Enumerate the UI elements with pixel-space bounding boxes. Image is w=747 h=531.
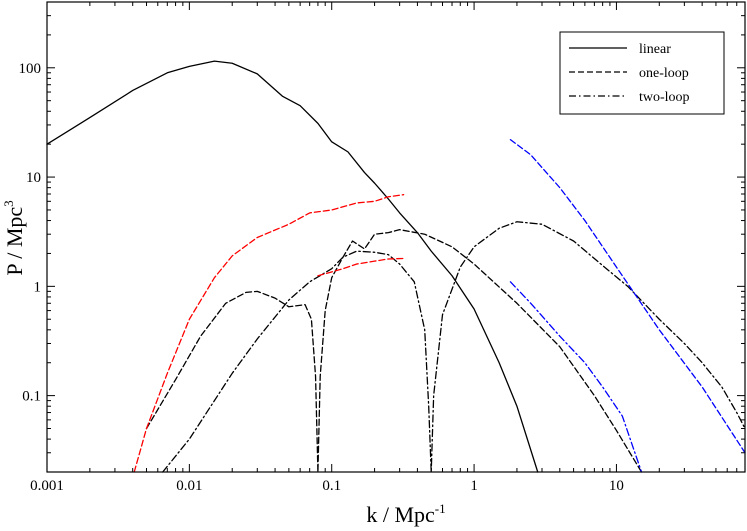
series-linear — [46, 60, 539, 473]
tick-labels-layer: 0.001 0.01 0.1 1 10 0.1 1 10 100 — [19, 61, 624, 494]
series-two-loop-mpc-scale- — [162, 221, 746, 473]
series-one-loop-mpc-scale- — [145, 229, 643, 473]
x-tick-label: 0.1 — [322, 478, 341, 494]
legend-label-one-loop: one-loop — [639, 66, 689, 81]
x-tick-label: 0.001 — [30, 478, 64, 494]
series-one-loop-red-high — [317, 257, 405, 277]
x-tick-label: 10 — [609, 478, 624, 494]
y-tick-label: 10 — [26, 170, 41, 186]
y-axis-label: P / Mpc3 — [1, 200, 27, 275]
plot-frame — [46, 1, 746, 473]
x-tick-label: 0.01 — [176, 478, 202, 494]
series-one-loop-red-low — [133, 194, 405, 473]
series-one-loop-blue — [509, 139, 746, 454]
legend-label-two-loop: two-loop — [639, 90, 690, 105]
y-axis-label-superscript: 3 — [1, 200, 16, 207]
series-layer — [46, 60, 746, 473]
x-tick-label: 1 — [470, 478, 478, 494]
y-tick-label: 0.1 — [22, 389, 41, 405]
y-tick-label: 1 — [34, 279, 42, 295]
y-tick-label: 100 — [19, 61, 42, 77]
series-two-loop-blue — [509, 281, 643, 473]
legend-box — [559, 31, 725, 115]
legend: linear one-loop two-loop — [559, 31, 725, 115]
legend-label-linear: linear — [639, 42, 671, 57]
x-axis-label: k / Mpc-1 — [366, 501, 445, 527]
x-axis-label-superscript: -1 — [435, 501, 446, 516]
ticks-layer — [46, 1, 746, 473]
